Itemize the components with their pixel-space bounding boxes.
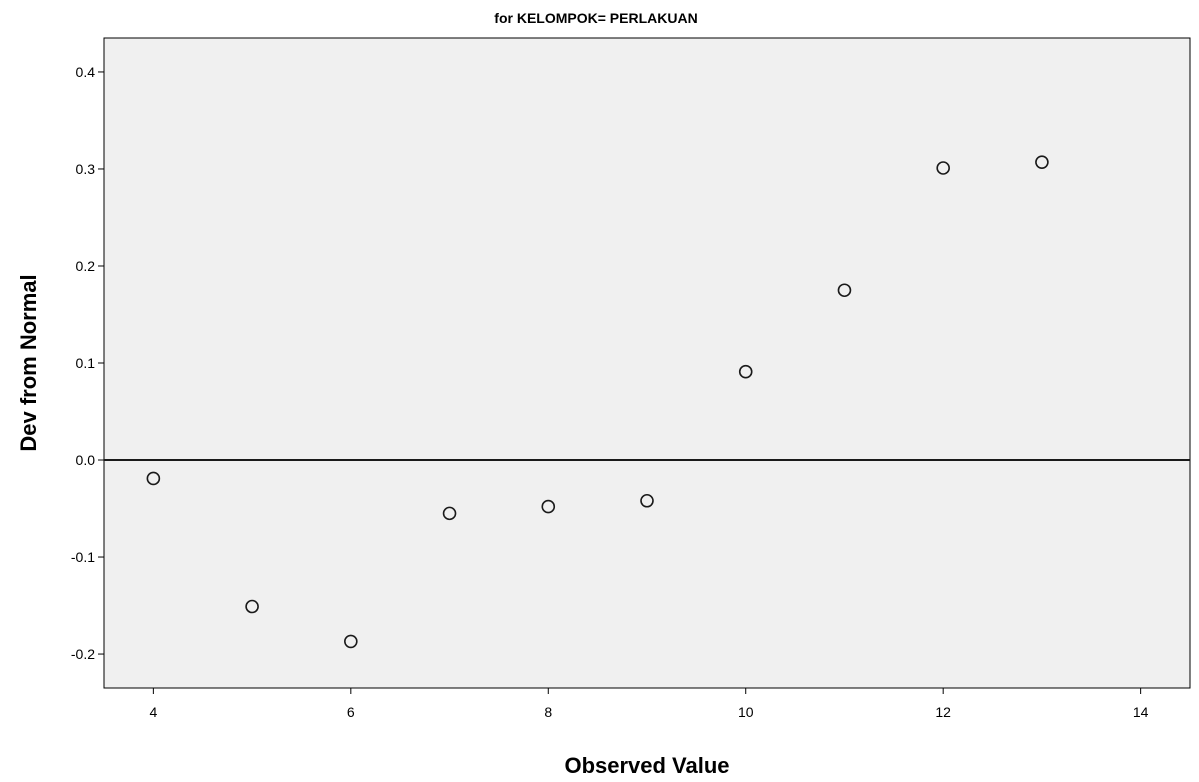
data-point bbox=[837, 283, 852, 298]
chart-title: for KELOMPOK= PERLAKUAN bbox=[494, 10, 697, 26]
data-point bbox=[1035, 155, 1049, 169]
data-point bbox=[146, 471, 161, 486]
data-point bbox=[936, 161, 950, 175]
x-tick-label: 14 bbox=[1133, 704, 1149, 720]
y-tick-label: 0.1 bbox=[76, 355, 96, 371]
data-point bbox=[738, 364, 753, 379]
y-axis: -0.2 -0.1 0.0 0.1 0.2 0.3 0.4 bbox=[71, 64, 104, 662]
data-point bbox=[541, 499, 556, 514]
data-points bbox=[146, 155, 1049, 649]
y-tick-label: -0.2 bbox=[71, 646, 95, 662]
x-tick-label: 8 bbox=[544, 704, 552, 720]
y-tick-label: -0.1 bbox=[71, 549, 95, 565]
plot-area bbox=[103, 37, 1191, 689]
y-axis-title: Dev from Normal bbox=[16, 274, 41, 451]
x-tick-label: 10 bbox=[738, 704, 754, 720]
x-axis-title: Observed Value bbox=[564, 753, 729, 778]
data-point bbox=[640, 493, 654, 508]
data-point bbox=[344, 634, 358, 649]
x-tick-label: 6 bbox=[347, 704, 355, 720]
data-point bbox=[442, 506, 457, 521]
y-tick-label: 0.3 bbox=[76, 161, 96, 177]
x-axis: 4 6 8 10 12 14 bbox=[149, 688, 1149, 720]
y-tick-label: 0.2 bbox=[76, 258, 96, 274]
data-point bbox=[245, 599, 259, 614]
y-tick-label: 0.4 bbox=[76, 64, 96, 80]
x-tick-label: 4 bbox=[149, 704, 157, 720]
x-tick-label: 12 bbox=[935, 704, 951, 720]
y-tick-label: 0.0 bbox=[76, 452, 96, 468]
